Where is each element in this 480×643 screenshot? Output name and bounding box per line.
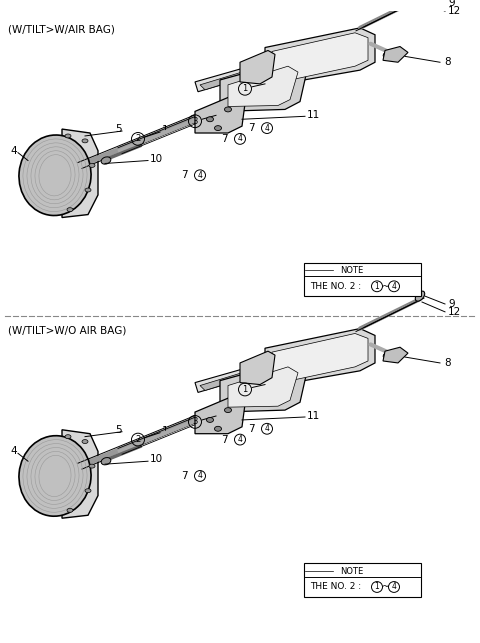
Polygon shape	[228, 367, 298, 407]
Ellipse shape	[215, 426, 221, 431]
Text: 4: 4	[238, 435, 242, 444]
Text: 4: 4	[198, 471, 203, 480]
Ellipse shape	[82, 440, 88, 444]
Ellipse shape	[383, 51, 393, 58]
Text: 4: 4	[264, 123, 269, 132]
Polygon shape	[383, 347, 408, 363]
Text: 12: 12	[448, 307, 461, 317]
Text: 1: 1	[374, 282, 379, 291]
Text: 10: 10	[150, 454, 163, 464]
Text: 4: 4	[238, 134, 242, 143]
FancyArrowPatch shape	[371, 44, 387, 51]
Ellipse shape	[82, 139, 88, 143]
Text: 8: 8	[444, 57, 451, 68]
Text: 1: 1	[242, 385, 248, 394]
Ellipse shape	[206, 417, 214, 422]
Polygon shape	[200, 341, 350, 390]
Polygon shape	[383, 46, 408, 62]
Text: 6: 6	[218, 109, 225, 118]
Text: 3: 3	[192, 117, 198, 126]
Ellipse shape	[215, 125, 221, 131]
Text: ~: ~	[381, 282, 389, 291]
Polygon shape	[272, 33, 368, 84]
Polygon shape	[220, 360, 308, 412]
Text: NOTE: NOTE	[340, 266, 363, 275]
Text: THE NO. 2 :: THE NO. 2 :	[310, 583, 364, 592]
Polygon shape	[195, 38, 358, 92]
Text: 10: 10	[150, 154, 163, 163]
Text: 5: 5	[115, 124, 121, 134]
Ellipse shape	[19, 135, 91, 215]
Text: 11: 11	[307, 411, 320, 421]
Text: 6: 6	[218, 409, 225, 419]
Text: 7: 7	[221, 134, 228, 144]
Text: 5: 5	[115, 425, 121, 435]
Ellipse shape	[65, 134, 71, 138]
Text: 12: 12	[448, 6, 461, 16]
Polygon shape	[62, 430, 98, 518]
Ellipse shape	[67, 509, 73, 512]
Polygon shape	[228, 66, 298, 107]
Polygon shape	[265, 28, 375, 87]
Ellipse shape	[19, 436, 91, 516]
Text: THE NO. 2 :: THE NO. 2 :	[310, 282, 364, 291]
Polygon shape	[265, 329, 375, 388]
FancyArrowPatch shape	[371, 345, 387, 352]
Ellipse shape	[85, 489, 91, 493]
Text: 7: 7	[248, 424, 255, 434]
Polygon shape	[195, 338, 358, 392]
Text: (W/TILT>W/AIR BAG): (W/TILT>W/AIR BAG)	[8, 25, 115, 35]
Polygon shape	[240, 351, 275, 385]
Ellipse shape	[206, 117, 214, 122]
Ellipse shape	[415, 291, 425, 301]
Text: 7: 7	[181, 170, 188, 180]
Text: 7: 7	[181, 471, 188, 481]
Polygon shape	[62, 129, 98, 217]
Text: 3: 3	[267, 377, 274, 388]
FancyBboxPatch shape	[304, 263, 421, 296]
Text: 2: 2	[135, 134, 141, 143]
Ellipse shape	[225, 107, 231, 112]
Text: ~: ~	[381, 583, 389, 592]
Ellipse shape	[67, 208, 73, 212]
Text: (W/TILT>W/O AIR BAG): (W/TILT>W/O AIR BAG)	[8, 325, 126, 336]
Ellipse shape	[89, 163, 95, 167]
Text: 1: 1	[162, 426, 168, 436]
Text: 1: 1	[374, 583, 379, 592]
Ellipse shape	[101, 157, 111, 164]
Ellipse shape	[383, 352, 393, 358]
Text: 8: 8	[444, 358, 451, 368]
Ellipse shape	[101, 458, 111, 465]
Text: 4: 4	[392, 282, 396, 291]
Text: 1: 1	[242, 84, 248, 93]
Text: 3: 3	[192, 417, 198, 426]
Ellipse shape	[65, 435, 71, 439]
Ellipse shape	[89, 464, 95, 468]
Text: 4: 4	[10, 146, 17, 156]
Text: 11: 11	[307, 111, 320, 120]
Text: 4: 4	[198, 171, 203, 180]
Text: 2: 2	[135, 435, 141, 444]
Text: 4: 4	[10, 446, 17, 457]
Text: 4: 4	[392, 583, 396, 592]
Text: 1: 1	[162, 125, 168, 135]
Ellipse shape	[85, 188, 91, 192]
Text: NOTE: NOTE	[340, 566, 363, 575]
Text: 7: 7	[221, 435, 228, 444]
Polygon shape	[220, 59, 308, 111]
Text: 3: 3	[267, 77, 274, 87]
Polygon shape	[195, 96, 245, 133]
Polygon shape	[200, 41, 350, 90]
Polygon shape	[195, 397, 245, 433]
Polygon shape	[240, 50, 275, 84]
Ellipse shape	[225, 408, 231, 413]
Text: 9: 9	[448, 0, 455, 8]
FancyBboxPatch shape	[304, 563, 421, 597]
Text: 4: 4	[264, 424, 269, 433]
Polygon shape	[272, 334, 368, 385]
Text: 7: 7	[248, 123, 255, 133]
Text: 9: 9	[448, 299, 455, 309]
